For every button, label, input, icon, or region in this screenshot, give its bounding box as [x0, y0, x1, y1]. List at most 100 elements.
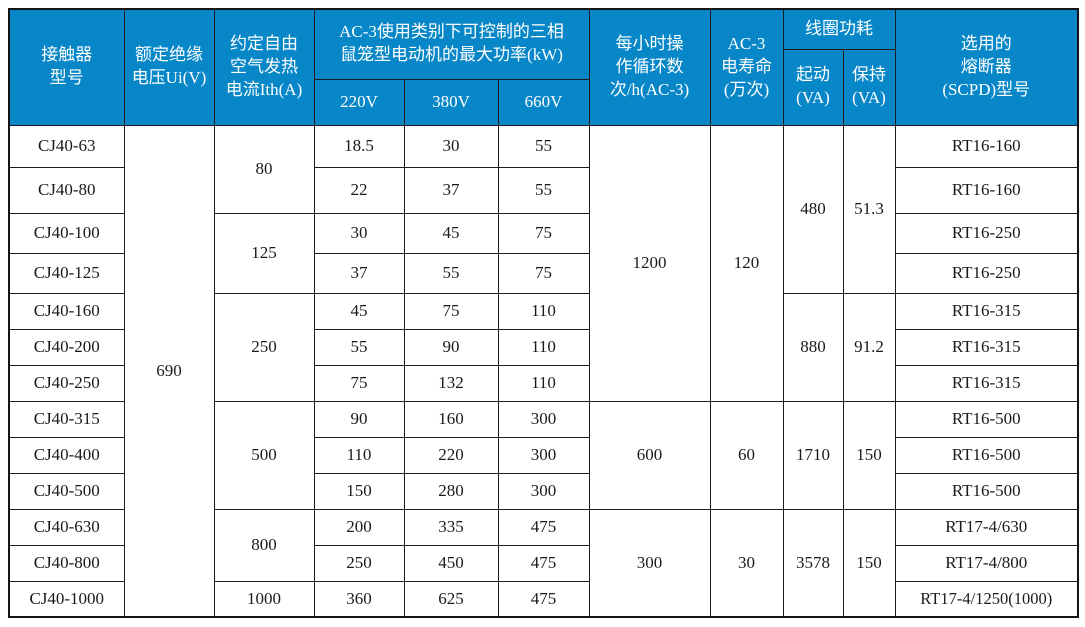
table-row: CJ40-1000 1000 360 625 475 RT17-4/1250(1…: [8, 580, 1079, 618]
cell-p660: 55: [497, 124, 590, 168]
table-row: CJ40-250 75 132 110 RT16-315: [8, 364, 1079, 402]
header-coil-hold: 保持 (VA): [842, 48, 896, 126]
cell-p660: 75: [497, 212, 590, 254]
cell-ith: 250: [213, 292, 315, 402]
cell-model: CJ40-250: [8, 364, 125, 402]
cell-model: CJ40-160: [8, 292, 125, 330]
table-row: CJ40-500 150 280 300 RT16-500: [8, 472, 1079, 510]
cell-p660: 475: [497, 580, 590, 618]
table-row: CJ40-100 125 30 45 75 RT16-250: [8, 212, 1079, 294]
cell-p660: 300: [497, 472, 590, 510]
cell-p220: 250: [313, 544, 405, 582]
cell-p220: 200: [313, 508, 405, 546]
table-row: CJ40-200 55 90 110 RT16-315: [8, 328, 1079, 366]
cell-fuse: RT16-160: [894, 166, 1079, 214]
cell-p220: 110: [313, 436, 405, 474]
cell-cycles: 1200: [588, 124, 711, 402]
cell-p220: 75: [313, 364, 405, 402]
cell-p220: 90: [313, 400, 405, 438]
header-max-power-group: AC-3使用类别下可控制的三相 鼠笼型电动机的最大功率(kW): [313, 8, 590, 80]
cell-model: CJ40-400: [8, 436, 125, 474]
table-row: CJ40-80 22 37 55 RT16-160: [8, 166, 1079, 214]
cell-p380: 220: [403, 436, 499, 474]
header-380v: 380V: [403, 78, 499, 126]
cell-life: 120: [709, 124, 784, 402]
table-row: CJ40-160 250 45 75 110 880 91.2 RT16-315: [8, 292, 1079, 402]
cell-fuse: RT16-500: [894, 472, 1079, 510]
header-contactor-model: 接触器 型号: [8, 8, 125, 126]
cell-cycles: 300: [588, 508, 711, 618]
header-row-2: 起动 (VA) 保持 (VA): [9, 48, 1078, 126]
cell-p660: 75: [497, 252, 590, 294]
cell-cycles: 600: [588, 400, 711, 510]
cell-life: 30: [709, 508, 784, 618]
cell-coil-start: 1710: [782, 400, 844, 510]
cell-fuse: RT16-500: [894, 436, 1079, 474]
cell-model: CJ40-1000: [8, 580, 125, 618]
cell-model: CJ40-800: [8, 544, 125, 582]
cell-ith: 1000: [213, 580, 315, 618]
cell-model: CJ40-630: [8, 508, 125, 546]
cell-coil-start: 3578: [782, 508, 844, 618]
table-row: CJ40-400 110 220 300 RT16-500: [8, 436, 1079, 474]
cell-p220: 45: [313, 292, 405, 330]
cell-model: CJ40-63: [8, 124, 125, 168]
cell-fuse: RT16-315: [894, 292, 1079, 330]
cell-p380: 37: [403, 166, 499, 214]
cell-p660: 110: [497, 328, 590, 366]
contactor-spec-table: 接触器 型号 额定绝缘 电压Ui(V) 约定自由 空气发热 电流Ith(A) A…: [8, 8, 1079, 618]
cell-fuse: RT16-250: [894, 252, 1079, 294]
cell-coil-hold: 150: [842, 508, 896, 618]
cell-p660: 300: [497, 436, 590, 474]
cell-p220: 18.5: [313, 124, 405, 168]
cell-coil-hold: 51.3: [842, 124, 896, 294]
cell-p660: 110: [497, 364, 590, 402]
cell-fuse: RT17-4/1250(1000): [894, 580, 1079, 618]
cell-p380: 160: [403, 400, 499, 438]
header-660v: 660V: [497, 78, 590, 126]
cell-coil-hold: 91.2: [842, 292, 896, 402]
table-row: CJ40-630 800 200 335 475 300 30 3578 150…: [8, 508, 1079, 618]
cell-insulation-voltage: 690: [123, 124, 215, 618]
cell-p220: 37: [313, 252, 405, 294]
cell-p220: 22: [313, 166, 405, 214]
table-row: CJ40-800 250 450 475 RT17-4/800: [8, 544, 1079, 582]
header-row-3: 220V 380V 660V: [9, 78, 1078, 126]
cell-p660: 475: [497, 508, 590, 546]
cell-p380: 45: [403, 212, 499, 254]
cell-p220: 30: [313, 212, 405, 254]
header-220v: 220V: [313, 78, 405, 126]
cell-p660: 300: [497, 400, 590, 438]
cell-p380: 90: [403, 328, 499, 366]
cell-life: 60: [709, 400, 784, 510]
cell-model: CJ40-200: [8, 328, 125, 366]
cell-p660: 110: [497, 292, 590, 330]
cell-model: CJ40-100: [8, 212, 125, 254]
cell-coil-start: 880: [782, 292, 844, 402]
table-header: 接触器 型号 额定绝缘 电压Ui(V) 约定自由 空气发热 电流Ith(A) A…: [8, 8, 1079, 126]
cell-fuse: RT16-315: [894, 328, 1079, 366]
cell-ith: 500: [213, 400, 315, 510]
cell-ith: 800: [213, 508, 315, 582]
cell-model: CJ40-500: [8, 472, 125, 510]
cell-fuse: RT17-4/630: [894, 508, 1079, 546]
cell-p380: 30: [403, 124, 499, 168]
cell-fuse: RT16-250: [894, 212, 1079, 254]
header-operating-cycles: 每小时操 作循环数 次/h(AC-3): [588, 8, 711, 126]
header-row-1: 接触器 型号 额定绝缘 电压Ui(V) 约定自由 空气发热 电流Ith(A) A…: [8, 8, 1079, 126]
cell-fuse: RT16-500: [894, 400, 1079, 438]
cell-p380: 450: [403, 544, 499, 582]
cell-coil-hold: 150: [842, 400, 896, 510]
cell-fuse: RT17-4/800: [894, 544, 1079, 582]
cell-p380: 75: [403, 292, 499, 330]
header-coil-start: 起动 (VA): [782, 48, 844, 126]
cell-p220: 360: [313, 580, 405, 618]
header-coil-power-group: 线圈功耗: [782, 8, 896, 50]
table-row: CJ40-63 690 80 18.5 30 55 1200 120 480 5…: [8, 124, 1079, 618]
cell-model: CJ40-125: [8, 252, 125, 294]
cell-fuse: RT16-160: [894, 124, 1079, 168]
cell-p660: 475: [497, 544, 590, 582]
header-fuse-type: 选用的 熔断器 (SCPD)型号: [894, 8, 1079, 126]
cell-p380: 280: [403, 472, 499, 510]
cell-model: CJ40-315: [8, 400, 125, 438]
